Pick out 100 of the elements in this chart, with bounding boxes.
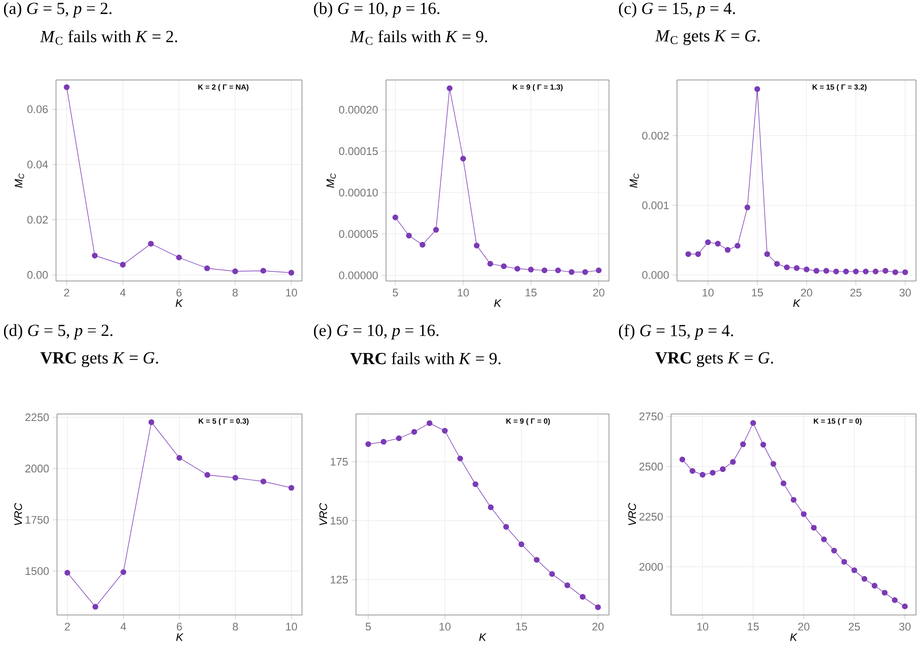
point [534,556,540,563]
chart-title: (c) G = 15, p = 4. [618,2,735,18]
point [503,524,509,530]
point [690,468,696,474]
x-tick-label: 6 [176,622,182,631]
x-tick-label: 10 [286,622,298,631]
point [204,265,210,272]
point [64,570,70,576]
chart-title: (b) G = 10, p = 16. [314,2,440,18]
y-tick-label: 2250 [639,512,663,521]
point [595,604,601,610]
point [730,459,736,465]
point [514,266,520,272]
point [580,594,586,600]
point [488,504,494,510]
point [679,456,686,462]
point [396,435,402,442]
x-tick-label: 25 [848,622,860,631]
point [833,268,840,274]
chart-title: (a) G = 5, p = 2. [4,2,112,18]
point [472,481,478,488]
point [446,85,452,92]
x-tick-label: 20 [801,288,812,297]
chart-title: (f) G = 15, p = 4. [618,324,734,340]
x-tick-label: 10 [702,288,714,297]
point [457,456,464,462]
point [872,268,878,274]
point [232,268,238,274]
point [411,429,418,435]
point [176,254,182,260]
x-tick-label: 4 [120,288,126,296]
y-tick-label: 0.06 [27,105,48,114]
x-tick-label: 2 [64,288,70,296]
point [568,269,574,275]
y-tick-label: 0.00010 [339,188,378,196]
point [852,268,859,274]
point [705,239,711,246]
point [892,597,898,604]
y-axis-title: VRC [14,502,22,526]
chart-subtitle: VRC gets K = G. [40,352,158,368]
x-tick-label: 10 [440,622,450,631]
x-tick-label: 15 [516,622,528,630]
point [872,582,878,589]
point [406,232,412,239]
point [695,251,701,257]
y-tick-label: 2000 [25,464,49,472]
point [851,567,858,574]
y-tick-label: 175 [330,458,348,466]
point [831,548,837,554]
point [365,441,372,448]
point [148,419,154,426]
point [784,264,790,270]
y-axis-title: M$_{C}$ [326,173,336,188]
y-tick-label: 0.00015 [339,147,378,156]
point [770,461,776,467]
point [734,242,740,249]
x-axis-title: K [479,633,487,641]
point [814,268,820,274]
point [810,524,817,531]
x-axis-title: K [176,299,184,307]
x-tick-label: 15 [748,622,759,630]
x-tick-label: 10 [458,288,469,297]
point [380,438,386,445]
point [555,268,561,274]
y-axis-title: M$_{C}$ [630,173,639,188]
x-tick-label: 25 [850,288,862,297]
point [720,466,726,472]
x-axis-title: K [494,299,502,307]
point [288,270,294,276]
point [902,269,908,276]
chart-subtitle: M$_{C}$ gets K = G. [655,30,760,46]
point [760,442,766,448]
y-tick-label: 0.00020 [339,106,378,114]
x-tick-label: 15 [526,288,537,296]
point [474,242,480,248]
y-tick-label: 0.00 [27,271,48,279]
point [823,268,830,274]
point [392,214,398,220]
chart-subtitle: M$_{C}$ fails with K = 2. [40,30,178,45]
y-axis-title: VRC [628,502,636,526]
point [288,484,294,491]
point [120,569,126,576]
point [821,536,827,542]
point [685,251,692,257]
x-tick-label: 2 [64,622,70,630]
y-tick-label: 0.00000 [339,271,378,280]
point [794,265,800,271]
point [120,262,126,268]
y-tick-label: 2500 [639,462,663,470]
chart-title: (d) G = 5, p = 2. [4,324,112,340]
point [92,604,98,610]
point [148,240,154,247]
point [862,576,868,582]
point [804,266,810,272]
point [542,268,548,274]
point [780,480,786,486]
point [564,582,570,588]
x-tick-label: 5 [366,622,371,630]
x-tick-label: 20 [798,622,810,631]
point [92,252,98,258]
